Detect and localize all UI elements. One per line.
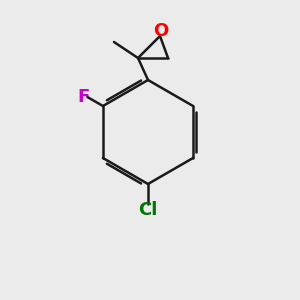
Text: O: O: [153, 22, 169, 40]
Text: F: F: [77, 88, 89, 106]
Text: Cl: Cl: [138, 201, 158, 219]
